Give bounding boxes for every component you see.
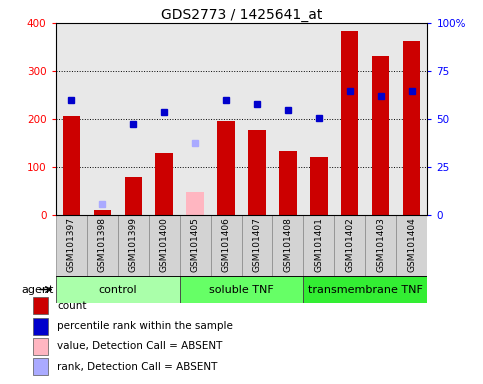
Text: GSM101398: GSM101398: [98, 217, 107, 272]
Bar: [272, 215, 303, 276]
Bar: [33, 338, 48, 355]
Bar: [33, 297, 48, 314]
Text: GSM101403: GSM101403: [376, 217, 385, 272]
Bar: [397, 215, 427, 276]
Bar: [180, 276, 303, 303]
Text: GSM101399: GSM101399: [128, 217, 138, 272]
Bar: [242, 215, 272, 276]
Bar: [217, 121, 235, 215]
Text: GSM101407: GSM101407: [253, 217, 261, 272]
Text: agent: agent: [22, 285, 54, 295]
Bar: [33, 358, 48, 375]
Bar: [280, 151, 297, 215]
Text: value, Detection Call = ABSENT: value, Detection Call = ABSENT: [57, 341, 223, 351]
Bar: [62, 116, 80, 215]
Bar: [248, 130, 266, 215]
Bar: [33, 318, 48, 334]
Bar: [366, 215, 397, 276]
Bar: [56, 215, 86, 276]
Bar: [303, 276, 427, 303]
Text: control: control: [98, 285, 137, 295]
Bar: [156, 152, 172, 215]
Text: GSM101406: GSM101406: [222, 217, 230, 272]
Text: GSM101401: GSM101401: [314, 217, 324, 272]
Bar: [341, 31, 358, 215]
Bar: [149, 215, 180, 276]
Bar: [117, 215, 149, 276]
Text: GSM101405: GSM101405: [190, 217, 199, 272]
Bar: [86, 215, 117, 276]
Text: rank, Detection Call = ABSENT: rank, Detection Call = ABSENT: [57, 362, 217, 372]
Bar: [403, 41, 421, 215]
Bar: [311, 157, 327, 215]
Bar: [94, 210, 111, 215]
Bar: [125, 177, 142, 215]
Text: GSM101397: GSM101397: [67, 217, 75, 272]
Text: GSM101408: GSM101408: [284, 217, 293, 272]
Text: GSM101402: GSM101402: [345, 217, 355, 271]
Text: GSM101400: GSM101400: [159, 217, 169, 272]
Title: GDS2773 / 1425641_at: GDS2773 / 1425641_at: [161, 8, 322, 22]
Text: GSM101404: GSM101404: [408, 217, 416, 271]
Text: transmembrane TNF: transmembrane TNF: [308, 285, 423, 295]
Bar: [186, 192, 203, 215]
Text: percentile rank within the sample: percentile rank within the sample: [57, 321, 233, 331]
Bar: [334, 215, 366, 276]
Bar: [180, 215, 211, 276]
Bar: [372, 56, 389, 215]
Bar: [303, 215, 334, 276]
Text: count: count: [57, 301, 86, 311]
Bar: [56, 276, 180, 303]
Bar: [211, 215, 242, 276]
Text: soluble TNF: soluble TNF: [209, 285, 274, 295]
